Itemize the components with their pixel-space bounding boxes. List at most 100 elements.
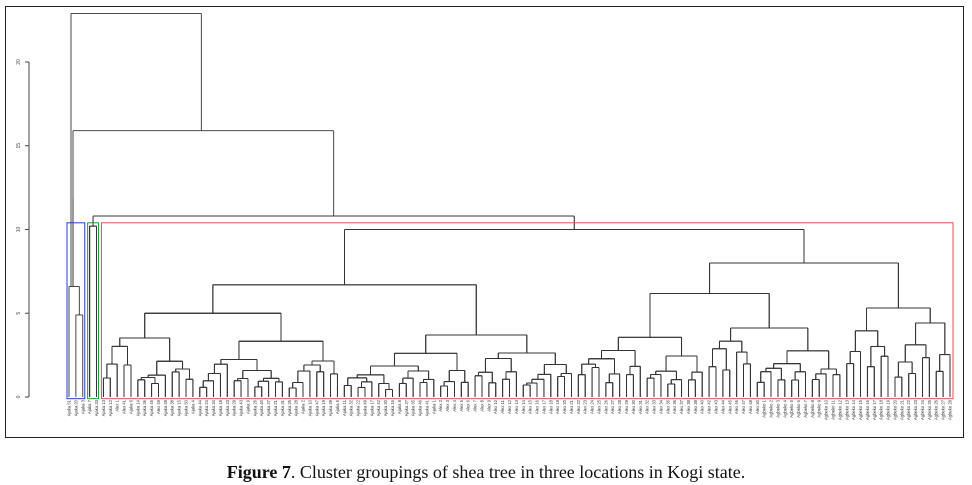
leaf-label: Ajaka 27 (404, 399, 409, 416)
leaf-label: Ajaka 19 (321, 399, 326, 416)
leaf-label: Alex 8 (479, 399, 484, 411)
cluster-box (87, 222, 100, 400)
leaf-label: Alex 38 (686, 399, 691, 414)
leaf-label: Agbeko 8 (810, 399, 815, 417)
leaf-label: Agbeko 20 (892, 399, 897, 420)
leaf-label: Ajaka 46 (418, 399, 423, 416)
leaf-label: Alex 41 (122, 399, 127, 414)
leaf-label: Alex 28 (617, 399, 622, 414)
leaf-label: Ajaka 2 (301, 399, 306, 414)
leaf-label: Ajaka 8 (397, 399, 402, 414)
leaf-label: Ajaka 23 (225, 399, 230, 416)
leaf-label: Ajaka 38 (170, 399, 175, 416)
leaf-label: Ajaka 11 (342, 399, 347, 416)
leaf-label: Ajaka 17 (369, 399, 374, 416)
leaf-label: Alex 40 (700, 399, 705, 414)
leaf-label: Ajaka 36 (142, 399, 147, 416)
leaf-label: Ajaka 41 (424, 399, 429, 416)
leaf-label: Alex 45 (727, 399, 732, 414)
leaf-label: Ajaka 30 (383, 399, 388, 416)
leaf-label: Alex 31 (638, 399, 643, 414)
leaf-label: Alex 25 (596, 399, 601, 414)
leaf-label: Alex 9 (486, 399, 491, 411)
leaf-label: Alex 10 (493, 399, 498, 414)
figure-frame: 0 5 10 15 20 Ajaka 51 Ajaka 20 Ajaka 3 Ajaka 7 Aj… (5, 6, 964, 438)
leaf-label: Ajaka 22 (356, 399, 361, 416)
y-tick-label: 15 (16, 143, 22, 149)
leaf-label: Ajaka 10 (307, 399, 312, 416)
leaf-label: Alex 24 (590, 399, 595, 414)
leaf-label: Ajaka 39 (328, 399, 333, 416)
caption-label: Figure 7 (226, 462, 291, 482)
y-tick-label: 10 (16, 227, 22, 233)
leaf-label: Agbeko 3 (775, 399, 780, 417)
leaf-label: Alex 14 (521, 399, 526, 414)
leaf-label: Alex 32 (645, 399, 650, 414)
leaf-label: Agbeko 10 (824, 399, 829, 420)
leaf-label: Ajaka 4 (190, 399, 195, 414)
leaf-label: Ajaka 18 (218, 399, 223, 416)
leaf-label: Alex 42 (707, 399, 712, 414)
leaf-label: Agbeko 5 (789, 399, 794, 417)
leaf-label: Agbeko 7 (803, 399, 808, 417)
leaf-label: Alex 12 (507, 399, 512, 414)
leaf-label: Alex 29 (624, 399, 629, 414)
leaf-label: Alex 50 (755, 399, 760, 414)
leaf-label: Ajaka 44 (197, 399, 202, 416)
leaf-label: Alex 27 (610, 399, 615, 414)
leaf-label: Agbeko 28 (948, 399, 953, 420)
leaf-label: Alex 1 (115, 399, 120, 411)
leaf-label: Alex 26 (603, 399, 608, 414)
leaf-label: Ajaka 47 (314, 399, 319, 416)
leaf-label: Ajaka 13 (101, 399, 106, 416)
y-tick-label: 5 (16, 312, 22, 315)
leaf-label: Ajaka 15 (177, 399, 182, 416)
leaf-label: Alex 39 (693, 399, 698, 414)
leaf-label: Alex 49 (156, 399, 161, 414)
caption-text: . Cluster groupings of shea tree in thre… (290, 462, 746, 482)
leaf-label: Agbeko 12 (837, 399, 842, 420)
leaf-label: Ajaka 1 (431, 399, 436, 414)
leaf-label: Ajaka 48 (163, 399, 168, 416)
leaf-label: Ajaka 32 (349, 399, 354, 416)
cluster-box (66, 222, 86, 400)
leaf-label: Alex 48 (748, 399, 753, 414)
leaf-label: Agbeko 13 (844, 399, 849, 420)
leaf-label: Agbeko 14 (851, 399, 856, 420)
y-tick-label: 0 (16, 395, 22, 398)
leaf-label: Ajaka 29 (232, 399, 237, 416)
leaf-label: Agbeko 1 (762, 399, 767, 417)
leaf-label: Ajaka 31 (280, 399, 285, 416)
leaf-label: Agbeko 22 (906, 399, 911, 420)
leaf-label: Agbeko 26 (934, 399, 939, 420)
leaf-label: Ajaka 24 (204, 399, 209, 416)
leaf-label: Alex 13 (514, 399, 519, 414)
cluster-box (100, 222, 954, 400)
leaf-label: Alex 33 (652, 399, 657, 414)
leaf-label: Alex 37 (679, 399, 684, 414)
leaf-label: Alex 43 (713, 399, 718, 414)
leaf-label: Ajaka 20 (73, 399, 78, 416)
leaf-label: Agbeko 24 (920, 399, 925, 420)
leaf-label: Ajaka 45 (149, 399, 154, 416)
leaf-label: Ajaka 14 (135, 399, 140, 416)
leaf-label: Agbeko 4 (782, 399, 787, 417)
leaf-label: Alex 47 (741, 399, 746, 414)
leaf-label: Ajaka 50 (184, 399, 189, 416)
leaf-label: Ajaka 16 (390, 399, 395, 416)
leaf-label: Ajaka 21 (273, 399, 278, 416)
leaf-label: Agbeko 21 (899, 399, 904, 420)
leaf-label: Ajaka 37 (266, 399, 271, 416)
leaf-label: Ajaka 49 (362, 399, 367, 416)
leaf-label: Ajaka 12 (108, 399, 113, 416)
leaf-label: Ajaka 43 (239, 399, 244, 416)
leaf-label: Ajaka 35 (411, 399, 416, 416)
leaf-label: Ajaka 9 (245, 399, 250, 414)
leaf-label: Alex 30 (631, 399, 636, 414)
leaf-label: Alex 23 (583, 399, 588, 414)
leaf-label: Agbeko 15 (858, 399, 863, 420)
leaf-label: Alex 16 (535, 399, 540, 414)
leaf-label: Agbeko 2 (769, 399, 774, 417)
leaf-label: Agbeko 27 (941, 399, 946, 420)
